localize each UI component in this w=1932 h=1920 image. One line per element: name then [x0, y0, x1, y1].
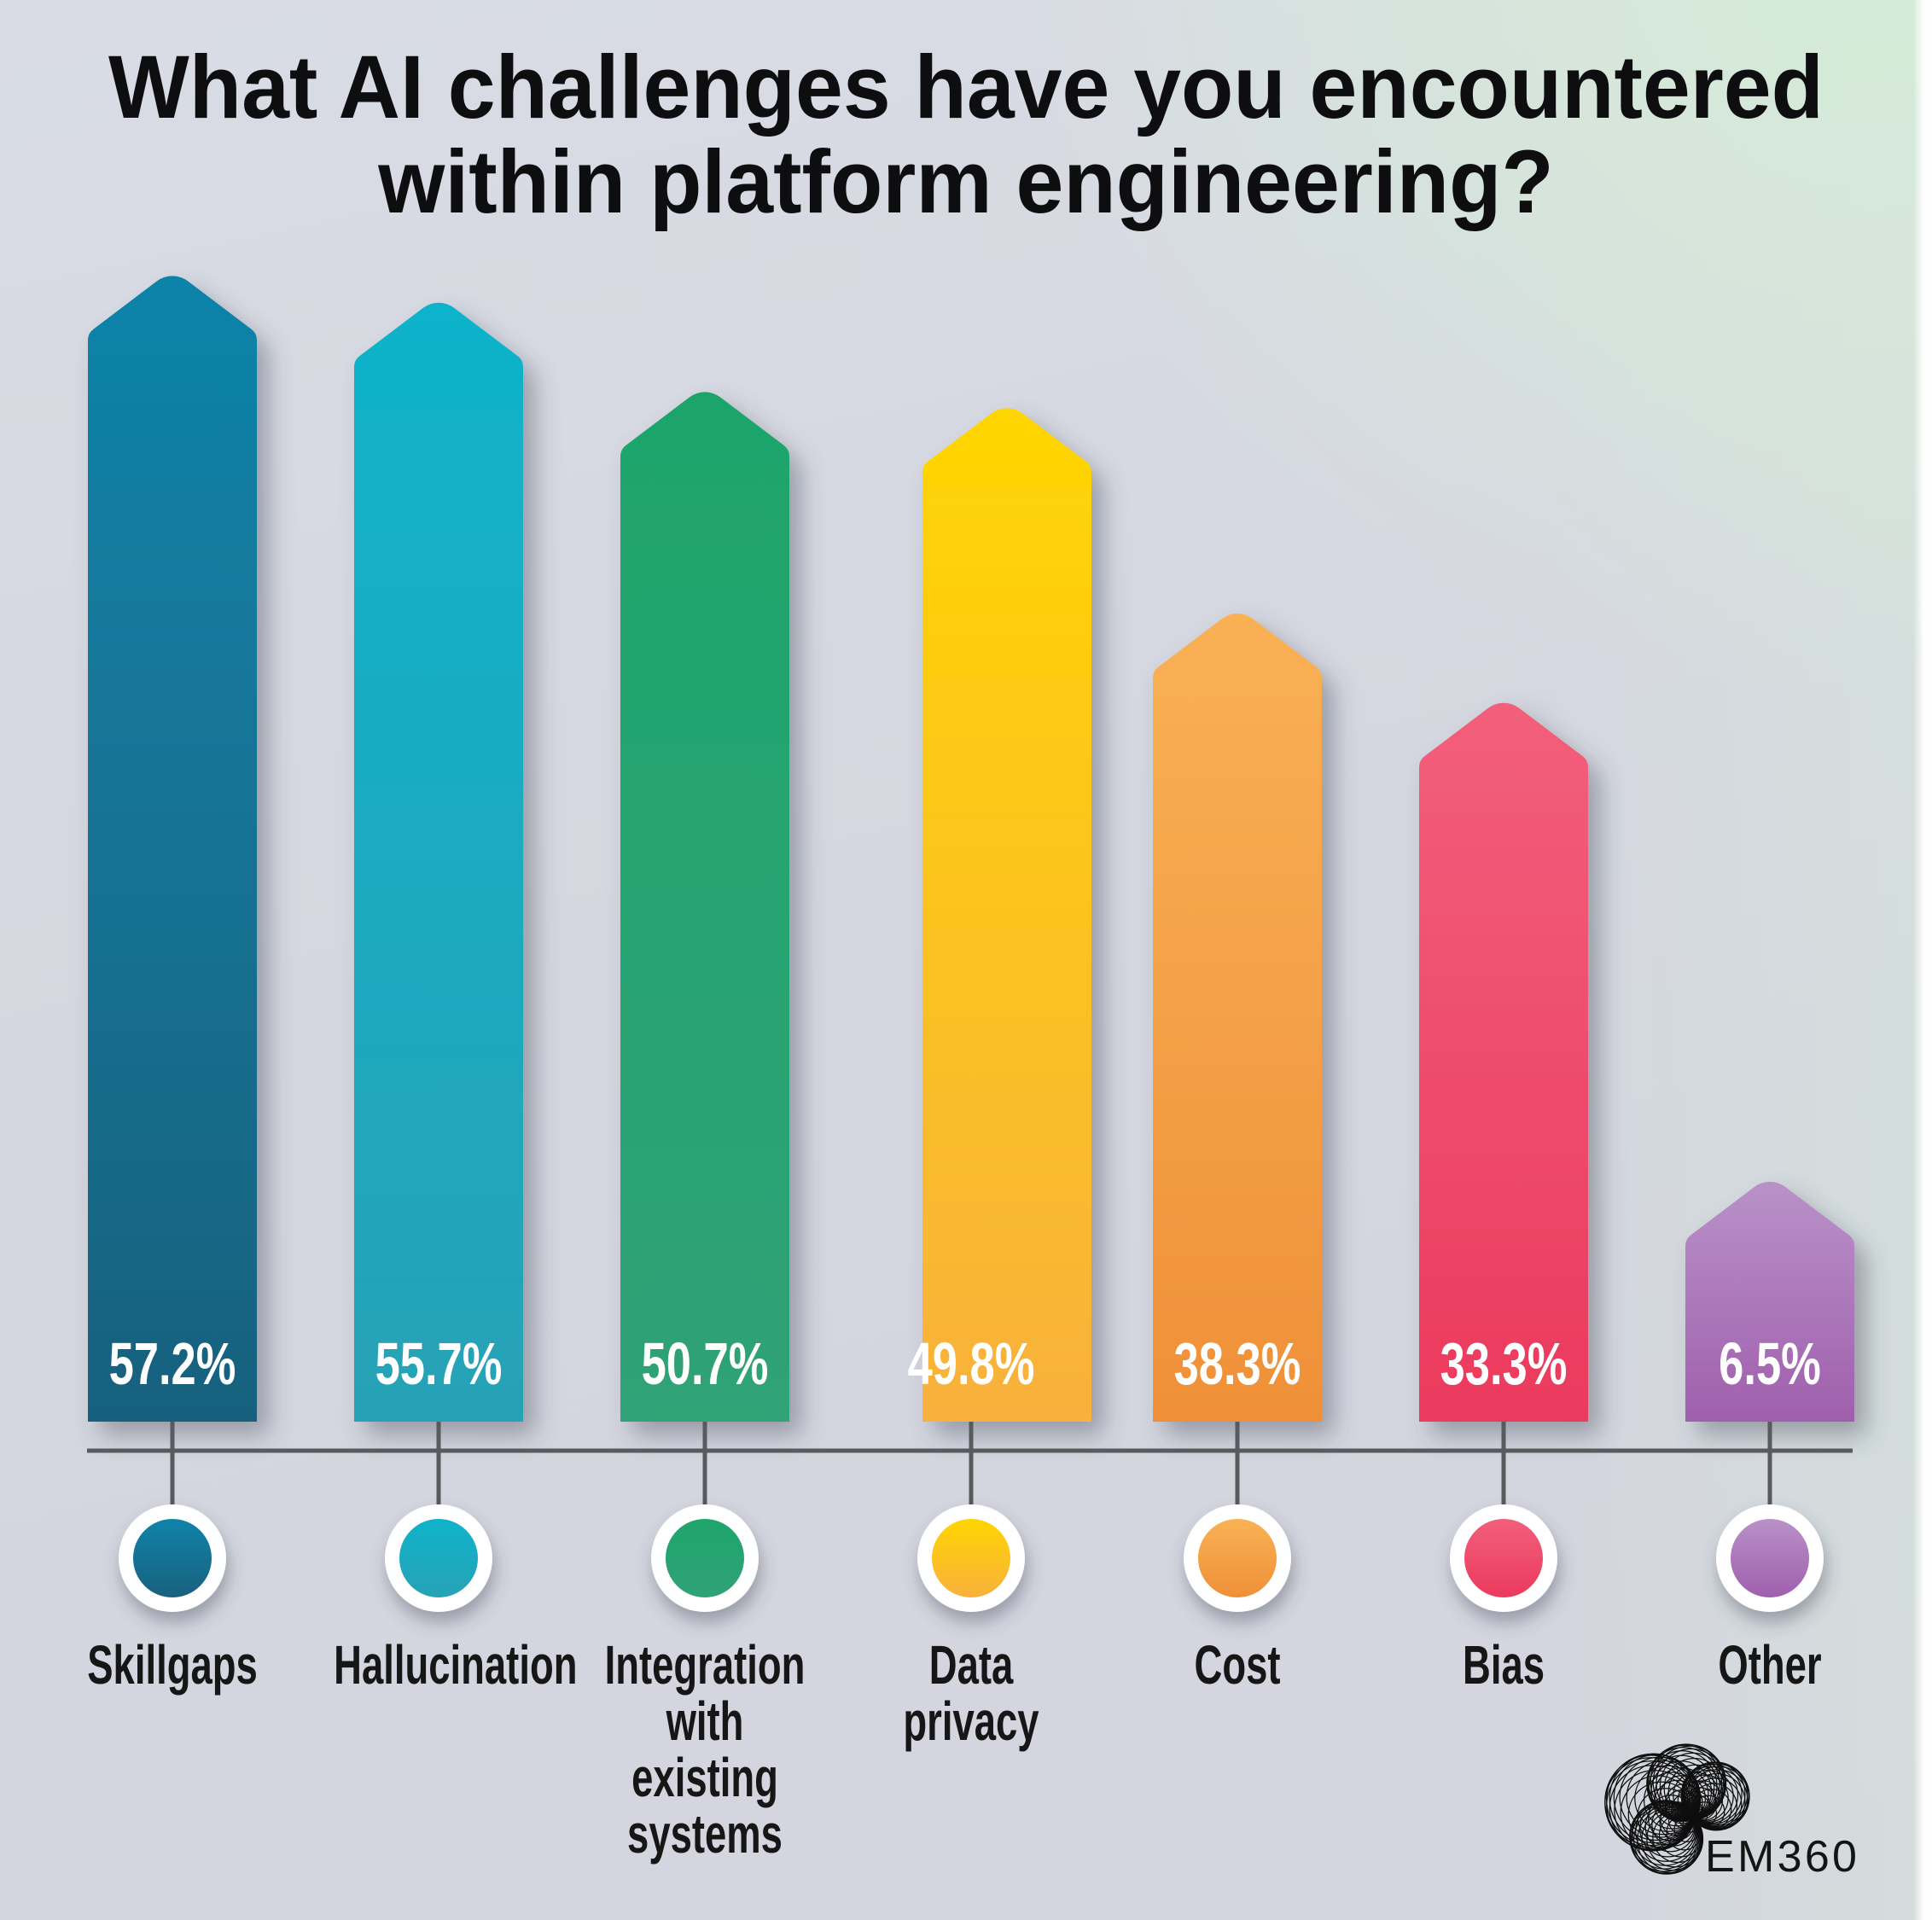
right-edge-strip — [1913, 0, 1932, 1920]
bar-1 — [353, 302, 524, 1423]
bar-value-label-2: 50.7% — [641, 1330, 769, 1397]
category-label-6: Other — [1718, 1634, 1822, 1696]
category-label-1: Hallucination — [334, 1634, 578, 1696]
category-label-2: Integration with existing systems — [604, 1634, 806, 1865]
category-dot-3 — [932, 1519, 1010, 1597]
category-label-3: Data privacy — [903, 1634, 1039, 1752]
brand-logo-text: EM360 — [1705, 1832, 1860, 1882]
bar-value-label-6: 6.5% — [1719, 1330, 1821, 1397]
category-label-5: Bias — [1463, 1634, 1545, 1696]
bar-2 — [620, 392, 789, 1423]
bar-5 — [1419, 702, 1588, 1422]
bar-4 — [1152, 614, 1323, 1422]
bar-0 — [87, 276, 258, 1422]
category-label-4: Cost — [1194, 1634, 1281, 1696]
category-dot-4 — [1198, 1519, 1277, 1597]
category-dot-0 — [133, 1519, 212, 1597]
category-label-0: Skillgaps — [87, 1634, 258, 1696]
bar-value-label-3: 49.8% — [907, 1330, 1035, 1397]
bar-6 — [1685, 1181, 1855, 1422]
bars-layer — [87, 276, 1855, 1423]
category-dot-2 — [666, 1519, 744, 1597]
bar-3 — [922, 408, 1092, 1422]
chart-title: What AI challenges have you encountered … — [108, 38, 1824, 232]
bar-value-label-5: 33.3% — [1440, 1330, 1568, 1397]
bar-value-label-4: 38.3% — [1173, 1330, 1301, 1397]
category-dot-6 — [1731, 1519, 1809, 1597]
bar-value-label-0: 57.2% — [108, 1330, 236, 1397]
category-dot-5 — [1464, 1519, 1543, 1597]
bar-value-label-1: 55.7% — [375, 1330, 503, 1397]
dot-layer — [119, 1504, 1824, 1612]
category-dot-1 — [399, 1519, 478, 1597]
brand-logo-icon — [1604, 1743, 1750, 1875]
